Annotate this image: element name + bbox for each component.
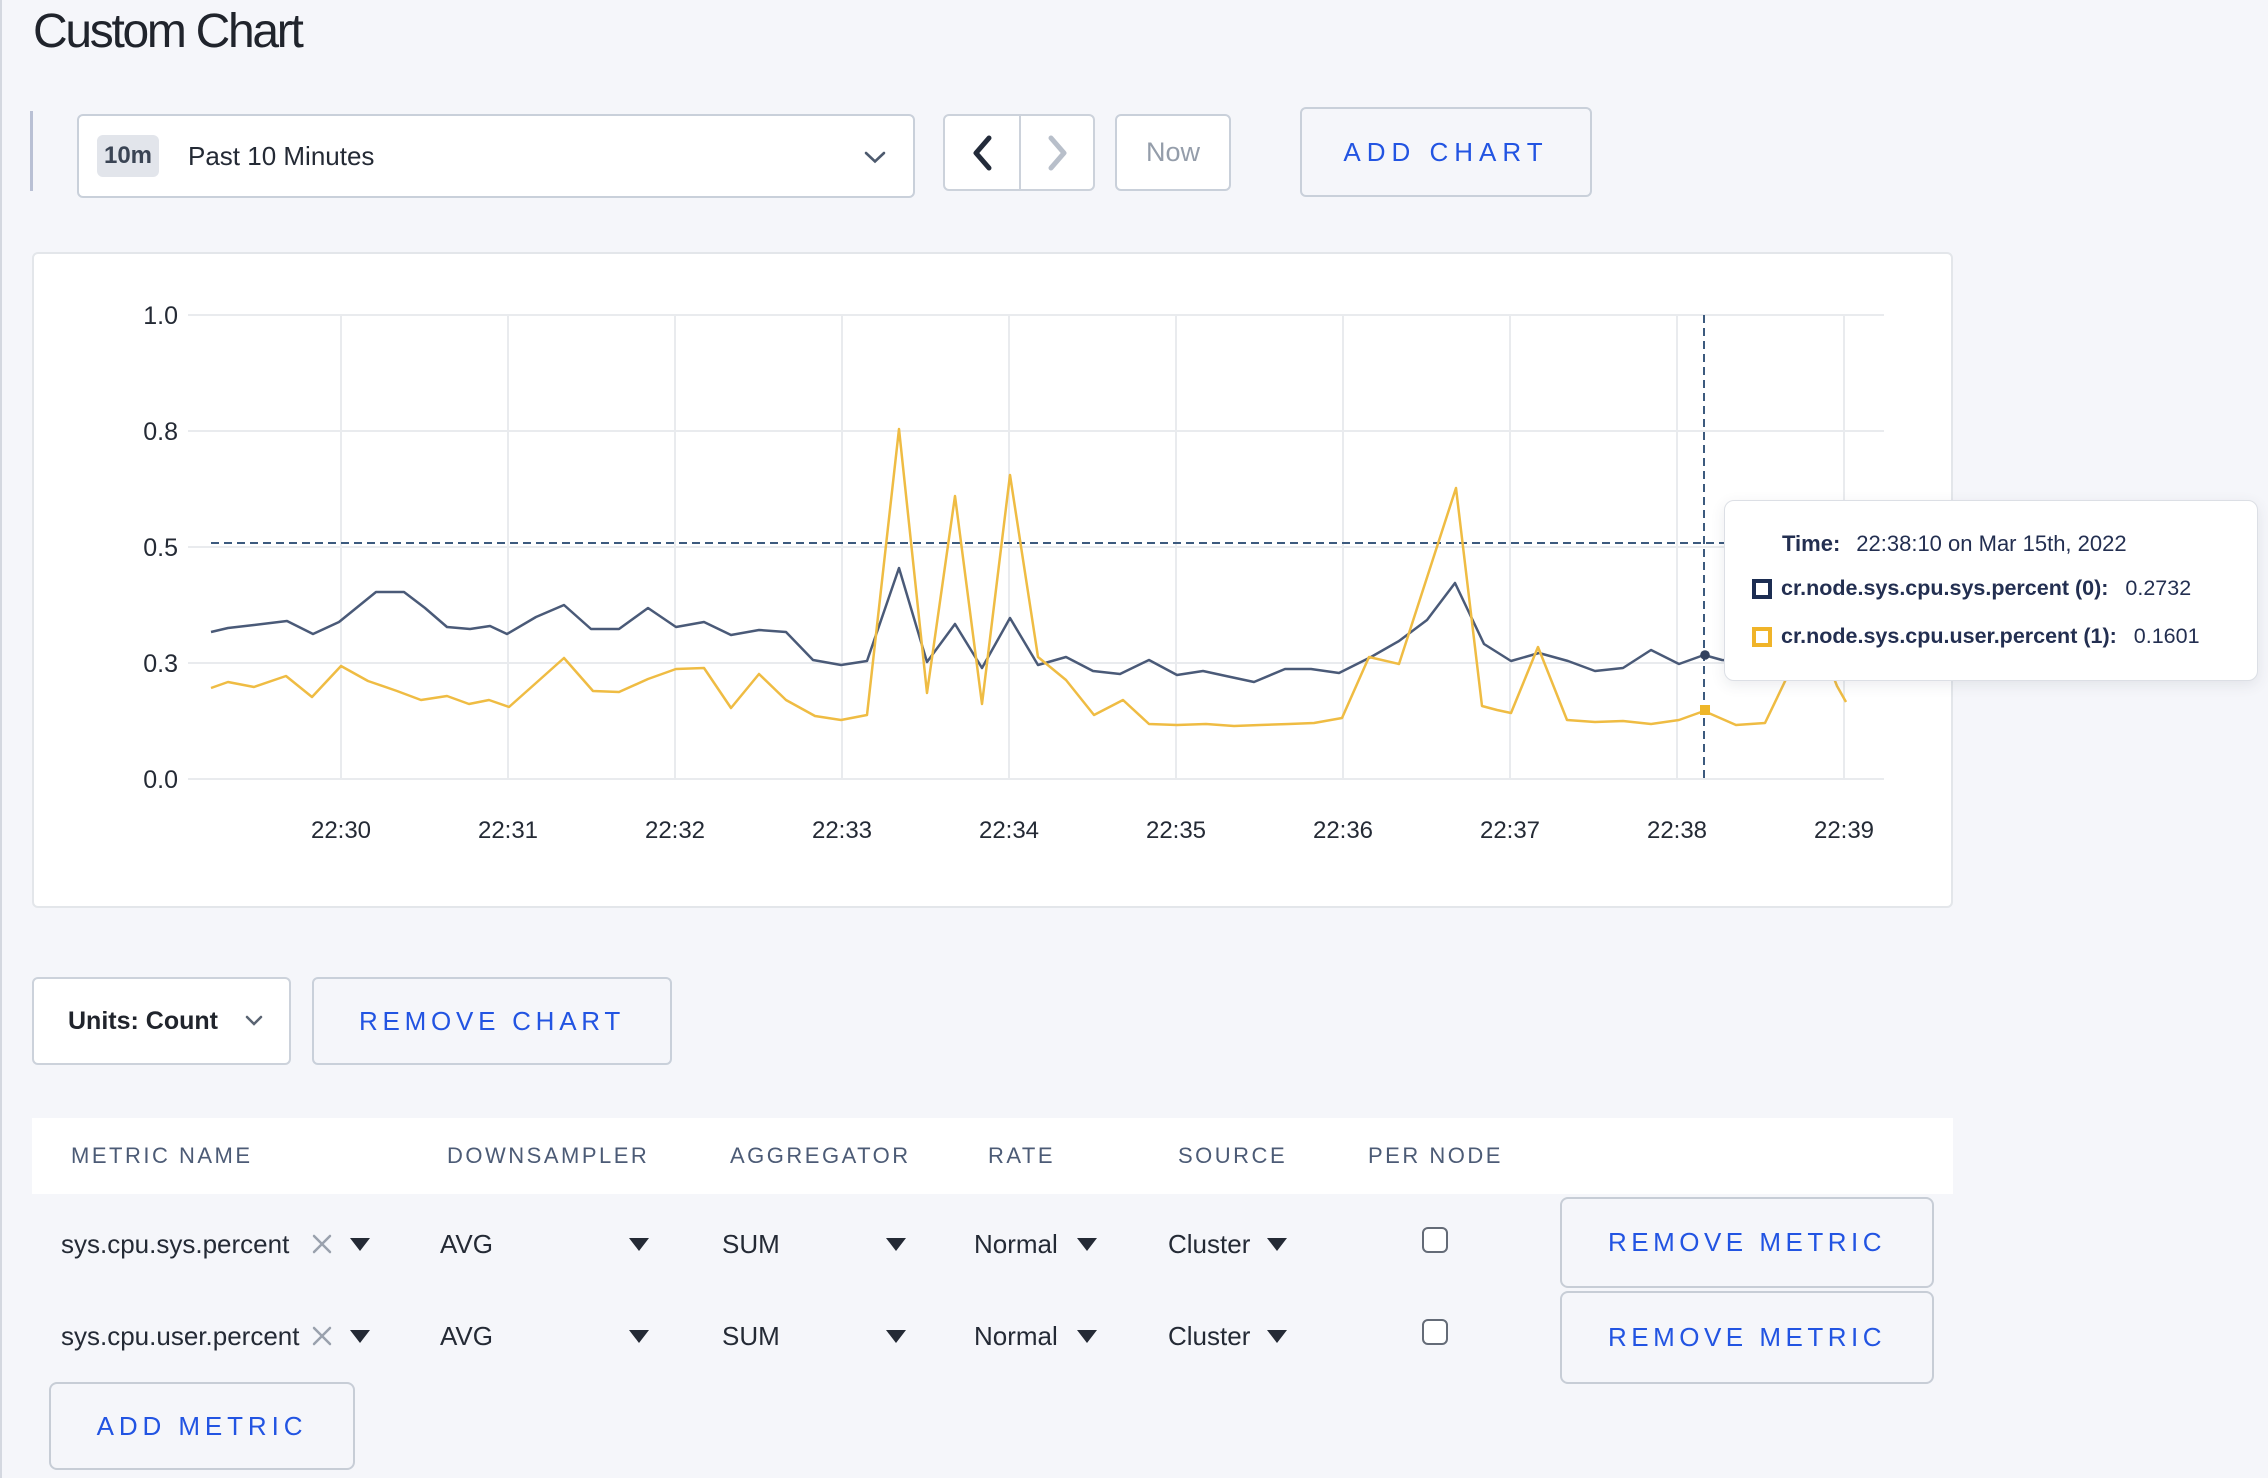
svg-text:22:36: 22:36 [1313,817,1373,844]
svg-text:0.8: 0.8 [143,418,178,446]
svg-text:22:31: 22:31 [478,817,538,844]
svg-text:22:35: 22:35 [1146,817,1206,844]
svg-text:0.5: 0.5 [143,534,178,562]
svg-text:22:39: 22:39 [1814,817,1874,844]
svg-text:1.0: 1.0 [143,302,178,330]
svg-text:22:33: 22:33 [812,817,872,844]
svg-text:22:37: 22:37 [1480,817,1540,844]
svg-text:22:32: 22:32 [645,817,705,844]
svg-text:22:30: 22:30 [311,817,371,844]
svg-text:0.0: 0.0 [143,766,178,794]
svg-text:22:34: 22:34 [979,817,1039,844]
svg-text:22:38: 22:38 [1647,817,1707,844]
svg-text:0.3: 0.3 [143,650,178,678]
